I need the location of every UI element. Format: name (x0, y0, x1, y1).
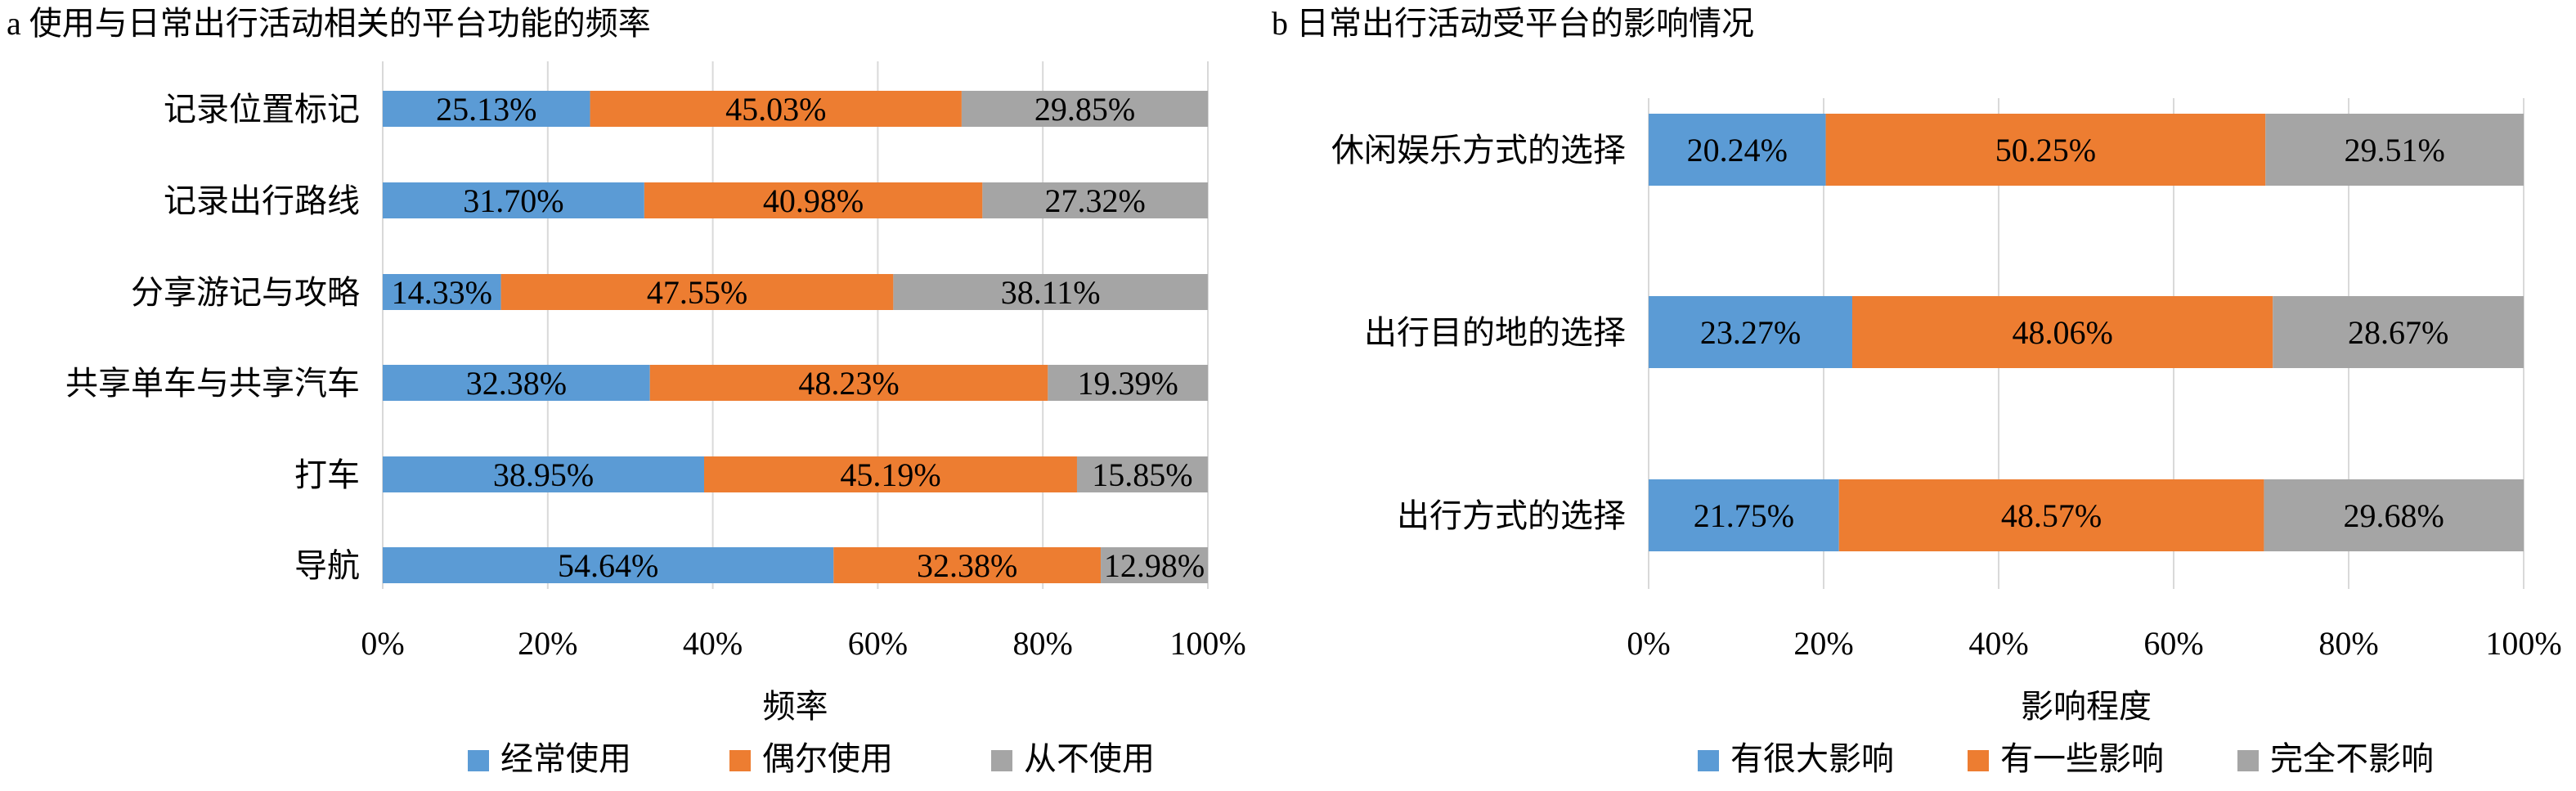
data-label: 45.03% (725, 91, 826, 128)
data-label: 28.67% (2348, 314, 2448, 351)
x-tick-label: 0% (1627, 625, 1670, 662)
data-label: 15.85% (1092, 456, 1192, 493)
bar-segment (1076, 456, 1208, 492)
bar-segment (2265, 114, 2524, 186)
legend-label: 经常使用 (500, 740, 631, 777)
data-label: 20.24% (1687, 132, 1788, 169)
x-tick-label: 40% (683, 625, 743, 662)
data-label: 29.85% (1034, 91, 1135, 128)
category-label: 出行方式的选择 (1397, 497, 1626, 534)
x-axis-title: 频率 (763, 688, 828, 725)
x-tick-label: 100% (1169, 625, 1245, 662)
legend-swatch (729, 750, 751, 771)
bar-segment (1825, 114, 2266, 186)
category-label: 分享游记与攻略 (131, 274, 360, 311)
x-tick-label: 40% (1968, 625, 2028, 662)
bar-segment (1048, 365, 1208, 401)
bar-segment (383, 365, 650, 401)
data-label: 48.57% (2001, 497, 2102, 534)
data-label: 48.06% (2012, 314, 2112, 351)
bar-segment (383, 274, 501, 310)
bar-segment (590, 91, 962, 127)
x-tick-label: 80% (1013, 625, 1073, 662)
bar-segment (982, 182, 1208, 218)
x-tick-label: 20% (518, 625, 577, 662)
data-label: 54.64% (558, 547, 658, 584)
legend-swatch (1968, 750, 1989, 771)
data-label: 31.70% (463, 182, 563, 219)
legend-swatch (2237, 750, 2259, 771)
bar-segment (500, 274, 894, 310)
bar-segment (833, 547, 1102, 583)
chart-title: a 使用与日常出行活动相关的平台功能的频率 (7, 5, 651, 42)
x-tick-label: 100% (2485, 625, 2561, 662)
legend-label: 从不使用 (1024, 740, 1155, 777)
bar-segment (649, 365, 1048, 401)
category-label: 出行目的地的选择 (1364, 314, 1626, 351)
legend-swatch (991, 750, 1012, 771)
bar-segment (383, 456, 705, 492)
category-label: 休闲娱乐方式的选择 (1331, 132, 1626, 169)
x-axis-title: 影响程度 (2021, 688, 2152, 725)
x-tick-label: 0% (361, 625, 404, 662)
category-label: 导航 (294, 547, 360, 584)
bar-segment (1649, 296, 1852, 368)
legend-label: 偶尔使用 (762, 740, 893, 777)
category-label: 记录位置标记 (164, 91, 360, 128)
data-label: 32.38% (917, 547, 1017, 584)
bar-segment (383, 91, 590, 127)
chart-a: a 使用与日常出行活动相关的平台功能的频率 0% 20% 40% 60% 80% 100% 记… (7, 5, 1246, 777)
category-label: 打车 (294, 456, 360, 493)
bar-segment (644, 182, 983, 218)
data-label: 14.33% (392, 274, 492, 311)
legend-label: 有很大影响 (1730, 740, 1894, 777)
x-tick-label: 20% (1793, 625, 1853, 662)
bar-segment (383, 182, 644, 218)
bar-segment (1649, 114, 1826, 186)
data-label: 25.13% (436, 91, 536, 128)
bar-segment (1101, 547, 1208, 583)
bar-segment (961, 91, 1209, 127)
chart-b: b 日常出行活动受平台的影响情况 0% 20% 40% 60% 80% 100% 休闲娱乐方式… (1272, 5, 2562, 777)
x-tick-label: 80% (2318, 625, 2378, 662)
legend-label: 完全不影响 (2270, 740, 2434, 777)
data-label: 47.55% (647, 274, 747, 311)
bar-segment (2264, 479, 2524, 551)
data-label: 38.95% (493, 456, 594, 493)
data-label: 38.11% (1001, 274, 1101, 311)
bar-segment (2273, 296, 2524, 368)
bar-segment (383, 547, 834, 583)
data-label: 21.75% (1694, 497, 1794, 534)
legend-label: 有一些影响 (2000, 740, 2164, 777)
legend-swatch (1698, 750, 1719, 771)
data-label: 12.98% (1104, 547, 1205, 584)
data-label: 27.32% (1045, 182, 1146, 219)
data-label: 19.39% (1078, 365, 1178, 402)
category-label: 记录出行路线 (164, 182, 360, 219)
x-tick-label: 60% (2143, 625, 2203, 662)
data-label: 48.23% (798, 365, 899, 402)
data-label: 45.19% (840, 456, 940, 493)
chart-title: b 日常出行活动受平台的影响情况 (1272, 5, 1754, 42)
data-label: 50.25% (1995, 132, 2096, 169)
data-label: 29.68% (2344, 497, 2444, 534)
data-label: 23.27% (1700, 314, 1801, 351)
legend-swatch (468, 750, 489, 771)
bar-segment (1838, 479, 2264, 551)
data-label: 40.98% (763, 182, 864, 219)
bar-segment (1851, 296, 2273, 368)
bar-segment (893, 274, 1208, 310)
bar-segment (1649, 479, 1839, 551)
category-label: 共享单车与共享汽车 (65, 365, 360, 402)
bar-segment (704, 456, 1077, 492)
data-label: 32.38% (466, 365, 567, 402)
x-tick-label: 60% (848, 625, 908, 662)
data-label: 29.51% (2344, 132, 2444, 169)
